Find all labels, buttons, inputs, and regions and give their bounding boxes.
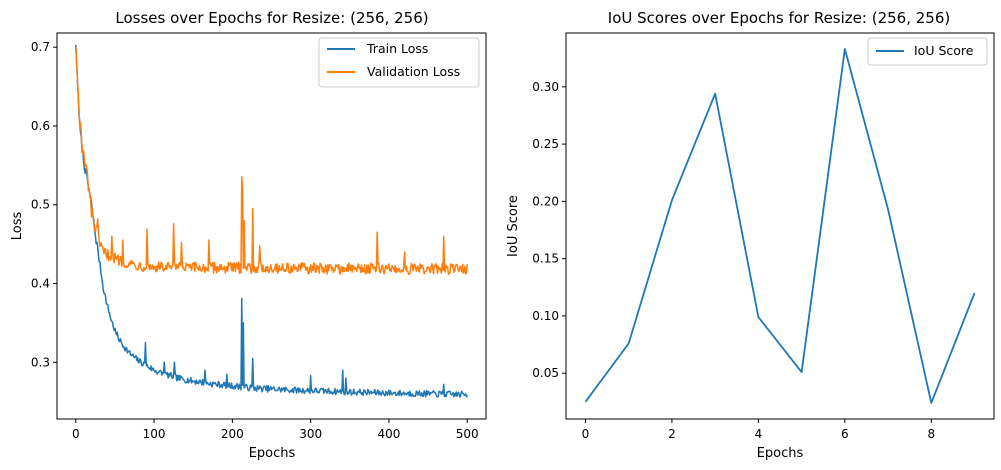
y-tick-label: 0.5: [31, 198, 50, 212]
x-tick-label: 500: [456, 427, 479, 441]
x-tick-label: 0: [582, 427, 590, 441]
y-tick-label: 0.15: [532, 252, 559, 266]
legend-iou-label: IoU Score: [914, 43, 974, 58]
loss-y-axis-label: Loss: [10, 212, 25, 241]
x-tick-label: 2: [668, 427, 676, 441]
y-tick-label: 0.25: [532, 137, 559, 151]
loss-x-axis-label: Epochs: [249, 446, 296, 461]
loss-chart: Losses over Epochs for Resize: (256, 256…: [10, 9, 487, 461]
validation-loss-line: [75, 47, 468, 276]
iou-legend: IoU Score: [867, 37, 988, 66]
x-tick-label: 8: [927, 427, 935, 441]
iou-plot-frame: [565, 32, 995, 420]
loss-legend-box: [318, 37, 480, 88]
iou-y-axis-label: IoU Score: [506, 195, 521, 257]
loss-chart-title: Losses over Epochs for Resize: (256, 256…: [115, 9, 428, 27]
y-tick-label: 0.10: [532, 309, 559, 323]
y-tick-label: 0.3: [31, 355, 50, 369]
x-tick-label: 0: [72, 427, 80, 441]
legend-train-label: Train Loss: [366, 41, 428, 56]
legend-validation-label: Validation Loss: [367, 64, 460, 79]
y-tick-label: 0.05: [532, 366, 559, 380]
train-loss-line: [75, 44, 468, 398]
iou-legend-box: [867, 37, 988, 66]
x-tick-label: 400: [377, 427, 400, 441]
y-tick-label: 0.6: [31, 119, 50, 133]
x-tick-label: 6: [841, 427, 849, 441]
iou-x-axis-label: Epochs: [757, 446, 804, 461]
y-tick-label: 0.7: [31, 40, 50, 54]
x-tick-label: 300: [299, 427, 322, 441]
iou-chart: IoU Scores over Epochs for Resize: (256,…: [506, 9, 995, 461]
x-tick-label: 100: [143, 427, 166, 441]
x-tick-label: 4: [755, 427, 763, 441]
iou-chart-title: IoU Scores over Epochs for Resize: (256,…: [608, 9, 950, 27]
y-tick-label: 0.20: [532, 194, 559, 208]
y-tick-label: 0.4: [31, 277, 50, 291]
y-tick-label: 0.30: [532, 80, 559, 94]
x-tick-label: 200: [221, 427, 244, 441]
loss-plot-frame: [56, 32, 487, 420]
iou-score-line: [584, 48, 976, 404]
loss-legend: Train Loss Validation Loss: [318, 37, 480, 88]
